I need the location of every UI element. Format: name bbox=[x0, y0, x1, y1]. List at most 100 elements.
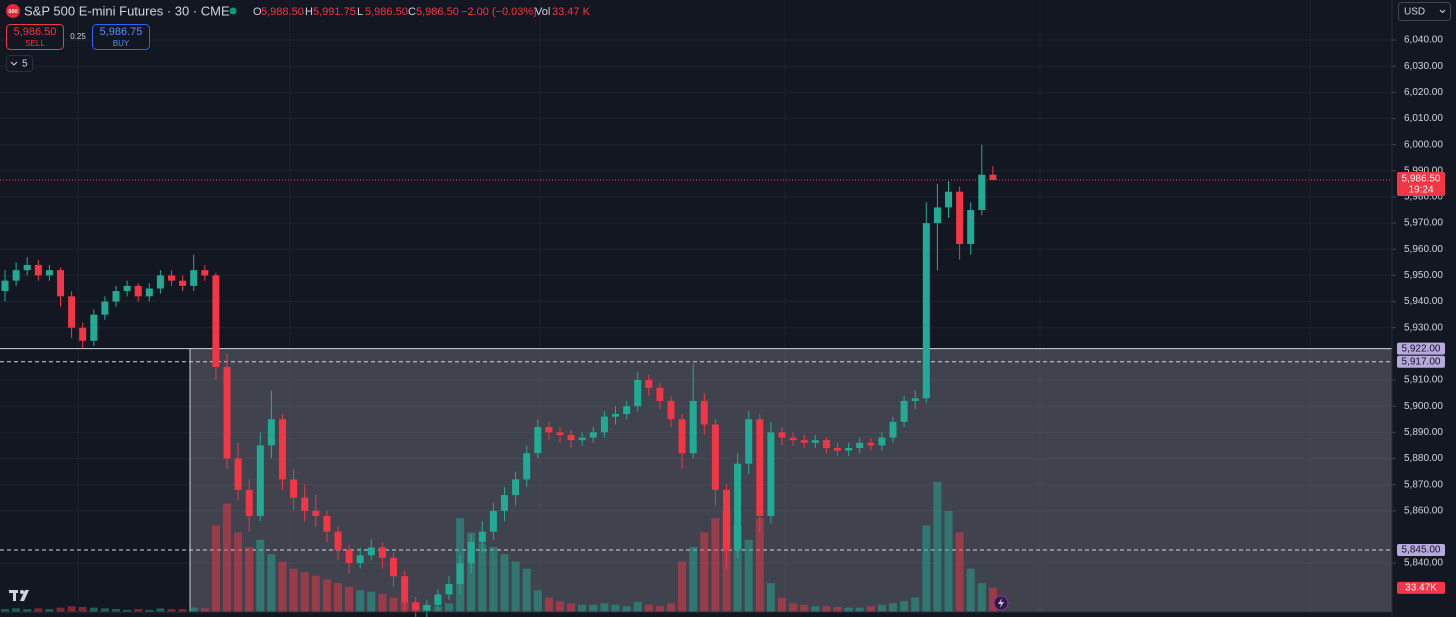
candle-body bbox=[478, 531, 486, 543]
candle-body bbox=[267, 419, 275, 446]
volume-bar bbox=[711, 518, 720, 612]
symbol-logo bbox=[6, 4, 20, 18]
candle-body bbox=[745, 419, 753, 464]
buy-button[interactable] bbox=[92, 24, 150, 50]
range-box bbox=[189, 348, 1393, 613]
candle-body bbox=[556, 432, 564, 435]
candle-body bbox=[945, 191, 952, 208]
level-tag bbox=[1397, 342, 1445, 355]
volume-bar bbox=[556, 601, 564, 612]
candle-body bbox=[345, 550, 353, 564]
volume-bar bbox=[300, 572, 309, 612]
volume-bar bbox=[567, 603, 576, 612]
y-tick-label: 5,890.00 bbox=[1404, 427, 1443, 438]
volume-bar bbox=[67, 606, 76, 612]
volume-bar bbox=[700, 532, 709, 612]
volume-bar bbox=[367, 591, 376, 612]
volume-bar bbox=[733, 525, 742, 612]
y-tick-label: 5,930.00 bbox=[1404, 322, 1443, 333]
candle-body bbox=[45, 270, 53, 276]
candle-body bbox=[545, 427, 553, 433]
candle-body bbox=[900, 400, 908, 422]
indicators-toggle[interactable] bbox=[6, 55, 33, 72]
volume-bar bbox=[489, 547, 498, 612]
candle-body bbox=[512, 479, 520, 496]
currency-select[interactable] bbox=[1398, 2, 1451, 21]
sell-label: SELL bbox=[25, 39, 45, 48]
volume-bar bbox=[511, 561, 520, 612]
candle-body bbox=[112, 291, 120, 302]
volume-bar bbox=[611, 604, 620, 612]
candle-body bbox=[134, 285, 142, 297]
currency: USD bbox=[1404, 7, 1425, 18]
candle-body bbox=[734, 463, 742, 551]
candle-body bbox=[889, 421, 897, 438]
change: −2.00 (−0.03%) bbox=[461, 6, 537, 18]
volume-bar bbox=[389, 597, 398, 612]
candle-body bbox=[634, 380, 642, 407]
candle-body bbox=[467, 542, 475, 564]
candle-body bbox=[179, 280, 187, 286]
candle-body bbox=[312, 510, 320, 517]
chevron bbox=[10, 61, 18, 66]
volume-bar bbox=[955, 532, 964, 612]
stat-label: L bbox=[357, 6, 363, 18]
candle-body bbox=[922, 223, 930, 399]
volume-bar bbox=[678, 561, 687, 612]
y-tick-label: 6,040.00 bbox=[1404, 35, 1443, 46]
volume-bar bbox=[45, 609, 54, 612]
candle-body bbox=[223, 366, 231, 459]
volume-bar bbox=[633, 601, 642, 612]
candle-body bbox=[600, 416, 608, 433]
volume-bar bbox=[445, 603, 453, 612]
stat-label: O bbox=[253, 6, 262, 18]
volume-bar bbox=[600, 603, 609, 612]
candle-body bbox=[489, 510, 497, 532]
candle-body bbox=[145, 288, 153, 297]
candle-body bbox=[168, 275, 175, 281]
candle-body bbox=[978, 174, 986, 211]
candle-body bbox=[34, 264, 42, 276]
y-tick-label: 5,970.00 bbox=[1404, 218, 1443, 229]
vertical-grid bbox=[77, 0, 1311, 612]
market-status[interactable] bbox=[229, 7, 237, 15]
volume-bar bbox=[644, 604, 653, 612]
volume-bar bbox=[977, 583, 986, 612]
candle-body bbox=[933, 207, 941, 224]
volume-bar bbox=[778, 597, 786, 612]
level-label: 5,922.00 bbox=[1402, 343, 1441, 354]
stat-value: 5,988.50 bbox=[261, 6, 304, 18]
volume-bar bbox=[1, 609, 9, 612]
candle-body bbox=[334, 531, 342, 551]
volume-bar bbox=[123, 609, 132, 612]
y-tick-label: 5,840.00 bbox=[1404, 558, 1443, 569]
y-tick-label: 5,900.00 bbox=[1404, 401, 1443, 412]
candle-body bbox=[256, 445, 264, 517]
volume-bar bbox=[944, 510, 953, 612]
candle-body bbox=[12, 270, 20, 281]
candle-body bbox=[878, 437, 886, 446]
volume-bar bbox=[589, 604, 598, 612]
y-tick-label: 5,950.00 bbox=[1404, 270, 1443, 281]
candle-body bbox=[767, 432, 775, 517]
volume-tag-label: 33.47K bbox=[1405, 582, 1437, 593]
volume-bar bbox=[533, 590, 542, 612]
volume-bar bbox=[900, 601, 909, 612]
y-tick-label: 5,980.00 bbox=[1404, 192, 1443, 203]
candle-body bbox=[645, 380, 653, 388]
candle-body bbox=[756, 419, 764, 517]
candle-body bbox=[445, 584, 453, 595]
level-label: 5,845.00 bbox=[1402, 545, 1441, 556]
volume-bar bbox=[223, 503, 231, 612]
candle-body bbox=[68, 296, 76, 328]
y-tick-label: 5,940.00 bbox=[1404, 296, 1443, 307]
volume-bar bbox=[889, 603, 897, 612]
candle-body bbox=[401, 576, 409, 603]
volume-bar bbox=[522, 568, 531, 612]
candle-body bbox=[356, 555, 364, 564]
sell-button[interactable] bbox=[6, 24, 64, 50]
symbol-title[interactable]: S&P 500 E-mini Futures · 30 · CME bbox=[24, 3, 230, 18]
volume-bar bbox=[933, 482, 942, 612]
stat-value: 5,991.75 bbox=[313, 6, 356, 18]
